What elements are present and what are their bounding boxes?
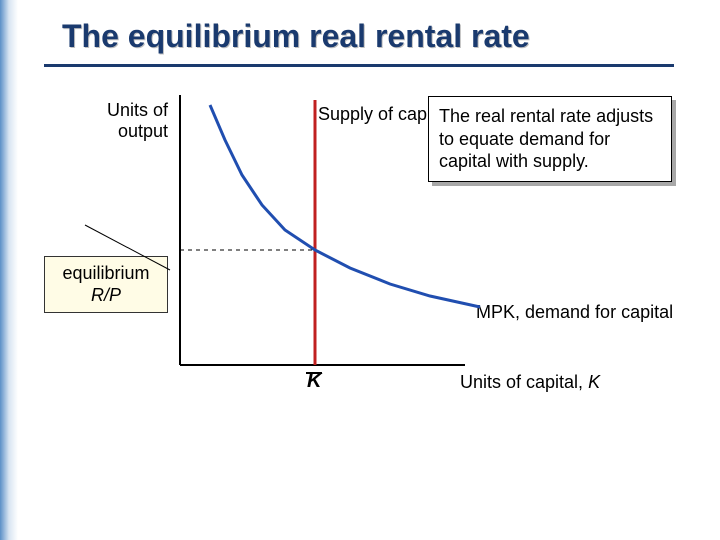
equilibrium-label-box: equilibrium R/P bbox=[44, 256, 168, 313]
y-axis-label: Units of output bbox=[88, 100, 168, 142]
page-title: The equilibrium real rental rate bbox=[62, 18, 530, 55]
equilibrium-label-line2: R/P bbox=[91, 285, 121, 305]
x-axis-label-k: K bbox=[588, 372, 600, 392]
left-gradient-stripe bbox=[0, 0, 18, 540]
equilibrium-label-line1: equilibrium bbox=[62, 263, 149, 283]
chart-area bbox=[180, 100, 440, 390]
title-underline bbox=[44, 64, 674, 67]
mpk-curve-label: MPK, demand for capital bbox=[476, 302, 673, 324]
chart-svg bbox=[180, 100, 500, 400]
